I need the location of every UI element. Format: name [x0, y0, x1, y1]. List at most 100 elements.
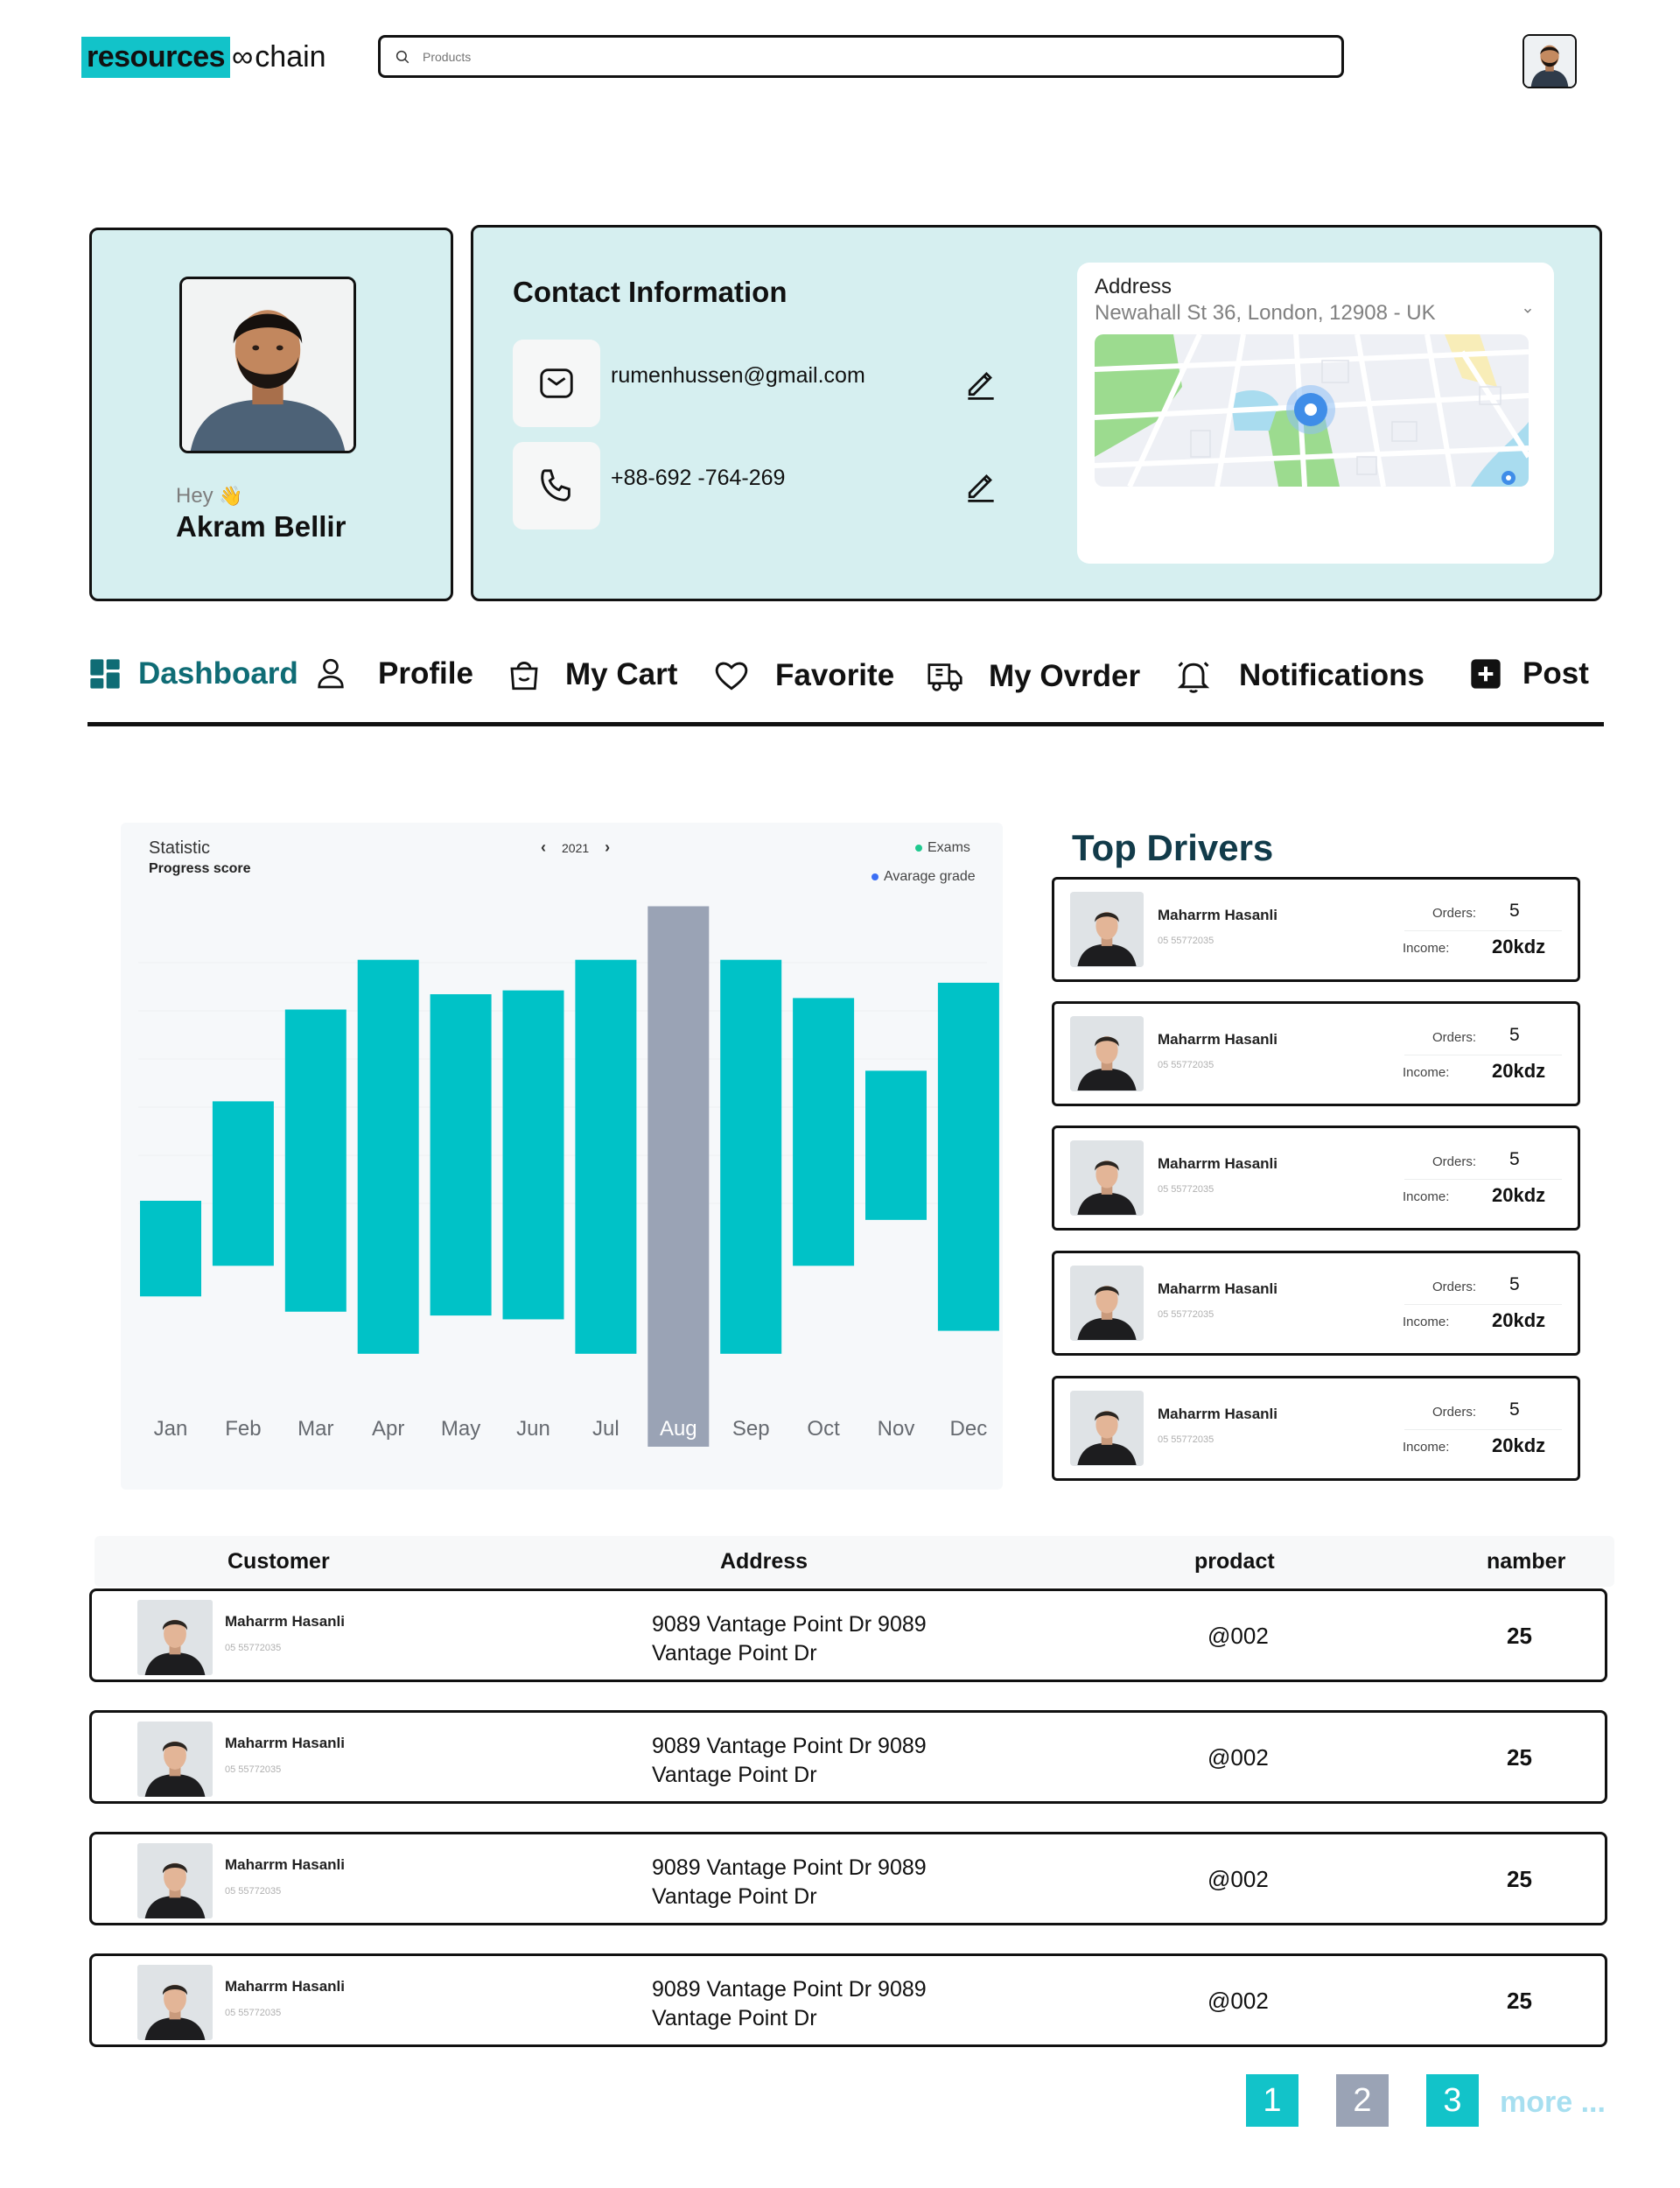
nav-post[interactable]: Post [1468, 656, 1589, 691]
nav-my-order[interactable]: My Ovrder [926, 656, 1140, 697]
email-icon-box [513, 340, 600, 427]
orders-label: Orders: [1432, 906, 1477, 921]
x-tick-label: Nov [878, 1417, 915, 1441]
user-avatar[interactable] [1522, 34, 1577, 88]
orders-label: Orders: [1432, 1280, 1477, 1294]
income-label: Income: [1403, 941, 1450, 956]
income-value: 20kdz [1492, 936, 1546, 957]
driver-card[interactable]: Maharrm Hasanli 05 55772035 Orders: 5 Income… [1052, 1126, 1580, 1231]
customer-avatar [137, 1600, 213, 1675]
more-link[interactable]: more ... [1500, 2086, 1606, 2119]
chart-title: Statistic [149, 838, 211, 858]
main-nav: Dashboard Profile My Cart Favorite My Ov… [88, 648, 1604, 726]
contact-title: Contact Information [513, 276, 788, 308]
table-row[interactable]: Maharrm Hasanli 05 55772035 9089 Vantage P… [89, 1710, 1607, 1804]
search-input[interactable] [423, 49, 1123, 64]
shopping-bag-icon [510, 662, 538, 691]
chevron-right-icon[interactable]: › [605, 838, 611, 856]
col-customer: Customer [228, 1549, 330, 1574]
table-row[interactable]: Maharrm Hasanli 05 55772035 9089 Vantage P… [89, 1588, 1607, 1682]
table-row[interactable]: Maharrm Hasanli 05 55772035 9089 Vantage P… [89, 1953, 1607, 2047]
driver-avatar [1070, 1391, 1144, 1466]
customer-phone: 05 55772035 [225, 1886, 282, 1897]
address-dropdown-toggle[interactable] [1522, 305, 1534, 321]
customer-phone: 05 55772035 [225, 1764, 282, 1775]
driver-card[interactable]: Maharrm Hasanli 05 55772035 Orders: 5 Income… [1052, 1001, 1580, 1106]
bar[interactable] [357, 959, 419, 1354]
address-map[interactable] [1095, 334, 1529, 487]
bar[interactable] [212, 1101, 274, 1266]
greeting-text: Hey [176, 484, 214, 508]
bar[interactable] [140, 1201, 201, 1297]
x-tick-label: Aug [660, 1417, 697, 1441]
nav-label: Dashboard [138, 656, 298, 691]
logo[interactable]: resources ∞ chain [81, 35, 326, 79]
col-address: Address [720, 1549, 808, 1574]
page-button[interactable]: 2 [1336, 2074, 1389, 2127]
wave-icon: 👋 [219, 485, 243, 507]
nav-label: My Ovrder [989, 659, 1141, 693]
quantity-value: 25 [1507, 1866, 1532, 1892]
truck-icon [928, 663, 962, 691]
chevron-left-icon[interactable]: ‹ [541, 838, 546, 856]
driver-card[interactable]: Maharrm Hasanli 05 55772035 Orders: 5 Income… [1052, 877, 1580, 982]
product-code: @002 [1208, 1744, 1269, 1771]
nav-profile[interactable]: Profile [313, 656, 473, 691]
income-value: 20kdz [1492, 1184, 1546, 1206]
nav-dashboard[interactable]: Dashboard [88, 656, 298, 691]
bar[interactable] [793, 998, 855, 1266]
bar[interactable] [575, 959, 637, 1354]
phone-icon-box [513, 442, 600, 529]
address-label: Address [1095, 275, 1172, 298]
bar[interactable] [865, 1070, 927, 1220]
divider [1404, 1304, 1562, 1305]
x-tick-label: Jan [154, 1417, 188, 1441]
greeting: Hey 👋 [176, 484, 243, 508]
legend-label: Exams [928, 840, 970, 855]
bar[interactable] [284, 1009, 346, 1312]
bar[interactable] [648, 906, 710, 1447]
table-row[interactable]: Maharrm Hasanli 05 55772035 9089 Vantage P… [89, 1832, 1607, 1925]
page-button[interactable]: 1 [1246, 2074, 1298, 2127]
driver-avatar [1070, 892, 1144, 967]
heart-icon [715, 662, 748, 691]
customer-name: Maharrm Hasanli [225, 1735, 345, 1751]
customer-avatar [137, 1722, 213, 1797]
orders-label: Orders: [1432, 1405, 1477, 1420]
legend-label: Avarage grade [884, 869, 976, 884]
x-tick-label: Jul [592, 1417, 620, 1441]
customer-address: 9089 Vantage Point Dr 9089 Vantage Point… [652, 1734, 927, 1787]
orders-value: 5 [1509, 901, 1520, 921]
nav-favorite[interactable]: Favorite [712, 656, 894, 695]
driver-name: Maharrm Hasanli [1158, 1406, 1278, 1422]
legend-average-grade: Avarage grade [872, 869, 976, 885]
bar[interactable] [720, 959, 782, 1354]
search-bar[interactable] [378, 35, 1344, 78]
logo-symbol: ∞ [232, 39, 254, 74]
year-selector: ‹ 2021 › [541, 838, 610, 857]
edit-email-button[interactable] [962, 363, 1000, 406]
logo-highlight: resources [81, 36, 231, 78]
driver-card[interactable]: Maharrm Hasanli 05 55772035 Orders: 5 Income… [1052, 1376, 1580, 1481]
nav-my-cart[interactable]: My Cart [506, 656, 677, 693]
nav-notifications[interactable]: Notifications [1174, 656, 1424, 695]
mail-icon [540, 368, 573, 398]
orders-value: 5 [1509, 1399, 1520, 1420]
edit-phone-button[interactable] [962, 466, 1000, 508]
nav-label: Post [1522, 656, 1589, 691]
customer-address: 9089 Vantage Point Dr 9089 Vantage Point… [652, 1612, 927, 1666]
x-tick-label: Sep [732, 1417, 770, 1441]
divider [1404, 930, 1562, 931]
customer-address: 9089 Vantage Point Dr 9089 Vantage Point… [652, 1977, 927, 2030]
divider [1404, 1429, 1562, 1430]
driver-phone: 05 55772035 [1158, 1184, 1214, 1195]
bar[interactable] [502, 990, 564, 1320]
bar[interactable] [430, 994, 492, 1316]
chart-subtitle: Progress score [149, 861, 251, 876]
income-label: Income: [1403, 1440, 1450, 1455]
nav-label: My Cart [565, 657, 678, 691]
page-button[interactable]: 3 [1426, 2074, 1479, 2127]
address-value: Newahall St 36, London, 12908 - UK [1095, 301, 1436, 325]
driver-card[interactable]: Maharrm Hasanli 05 55772035 Orders: 5 Income… [1052, 1251, 1580, 1356]
bar[interactable] [937, 982, 999, 1331]
